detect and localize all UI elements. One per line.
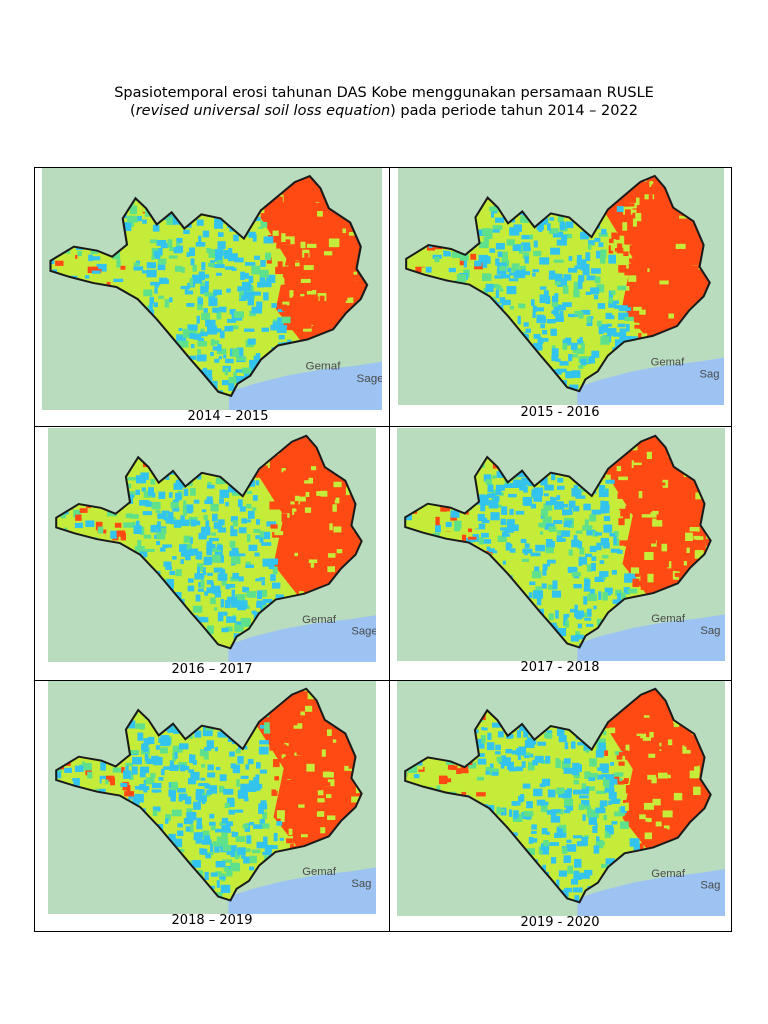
title-italic-term: revised universal soil loss equation: [135, 103, 391, 119]
watershed-boundary: [55, 687, 363, 902]
figure-table: [34, 167, 732, 932]
sea-area: [228, 615, 376, 662]
place-label: Gemaf: [306, 361, 342, 373]
place-label: Sag: [351, 878, 371, 890]
erosion-map: Gemaf Sagea: [42, 168, 382, 410]
erosion-map: Gemaf Sag: [48, 681, 376, 914]
erosion-map: Gemaf Sag: [398, 168, 724, 405]
figure-title: Spasiotemporal erosi tahunan DAS Kobe me…: [0, 84, 768, 120]
panel-caption: 2014 – 2015: [187, 409, 269, 424]
place-label: Sag: [700, 368, 720, 380]
place-label: Sag: [700, 625, 720, 637]
map-canvas: Gemaf Sag: [398, 168, 724, 405]
map-canvas: Gemaf Sag: [48, 681, 376, 914]
sea-area: [577, 357, 724, 405]
sea-area: [577, 614, 725, 661]
place-label: Sage: [351, 626, 376, 638]
map-canvas: Gemaf Sag: [397, 428, 725, 661]
title-line-2: (revised universal soil loss equation) p…: [130, 103, 638, 119]
title-line-1: Spasiotemporal erosi tahunan DAS Kobe me…: [114, 85, 654, 101]
sea-area: [229, 361, 382, 410]
watershed-boundary: [404, 434, 712, 649]
sea-area: [577, 869, 725, 916]
place-label: Sag: [700, 880, 720, 892]
place-label: Gemaf: [651, 357, 686, 369]
panel-caption: 2019 - 2020: [520, 915, 600, 930]
map-canvas: Gemaf Sage: [48, 428, 376, 662]
panel-caption: 2018 – 2019: [171, 913, 253, 928]
sea-area: [228, 867, 376, 914]
erosion-map: Gemaf Sag: [397, 681, 725, 916]
place-label: Gemaf: [651, 613, 686, 625]
table-divider-row-2: [34, 680, 732, 681]
panel-caption: 2015 - 2016: [520, 405, 600, 420]
watershed-boundary: [49, 174, 369, 398]
place-label: Gemaf: [302, 866, 337, 878]
erosion-map: Gemaf Sag: [397, 428, 725, 661]
watershed-boundary: [405, 174, 711, 393]
watershed-boundary: [404, 687, 712, 904]
panel-caption: 2017 - 2018: [520, 660, 600, 675]
erosion-map: Gemaf Sage: [48, 428, 376, 662]
table-divider-row-1: [34, 426, 732, 427]
place-label: Gemaf: [302, 614, 337, 626]
watershed-boundary: [55, 434, 363, 650]
table-divider-vertical: [389, 167, 390, 932]
map-canvas: Gemaf Sag: [397, 681, 725, 916]
place-label: Gemaf: [651, 868, 686, 880]
place-label: Sagea: [357, 373, 383, 385]
panel-caption: 2016 – 2017: [171, 662, 253, 677]
map-canvas: Gemaf Sagea: [42, 168, 382, 410]
